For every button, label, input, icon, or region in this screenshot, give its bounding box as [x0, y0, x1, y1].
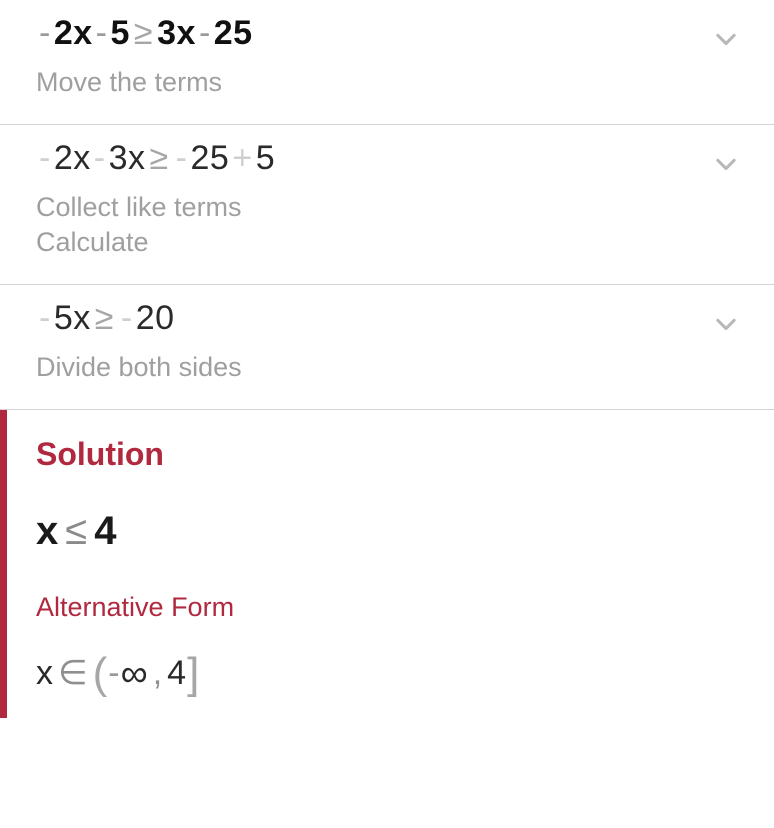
minus-sign: - — [196, 14, 214, 52]
minus-sign: - — [91, 139, 109, 177]
alt-var: x — [36, 654, 54, 692]
var-x: x — [128, 139, 146, 177]
open-paren: ( — [93, 649, 109, 698]
coeff: 3 — [109, 139, 128, 177]
expand-step-button[interactable] — [712, 151, 740, 179]
step-row: -5x≥-20 Divide both sides — [0, 285, 774, 410]
step-equation: -2x-3x≥-25+5 — [36, 139, 738, 178]
chevron-down-icon — [712, 311, 740, 339]
neg-sign: - — [36, 14, 54, 52]
solution-var: x — [36, 509, 59, 553]
comma: , — [149, 654, 167, 692]
coeff: 3 — [157, 14, 176, 52]
const: 25 — [191, 139, 230, 177]
expand-step-button[interactable] — [712, 311, 740, 339]
solution-answer: x≤4 — [36, 509, 738, 554]
neg-sign: - — [36, 139, 54, 177]
alternative-form-expression: x∈(-∞,4] — [36, 651, 738, 694]
solution-heading: Solution — [36, 436, 738, 473]
coeff: 5 — [54, 299, 73, 337]
le-sign: ≤ — [59, 509, 94, 553]
neg-sign: - — [118, 299, 136, 337]
solution-block: Solution x≤4 Alternative Form x∈(-∞,4] — [0, 410, 774, 718]
const: 5 — [256, 139, 275, 177]
step-description: Move the terms — [36, 65, 738, 100]
chevron-down-icon — [712, 26, 740, 54]
alternative-form-heading: Alternative Form — [36, 592, 738, 623]
step-equation: -5x≥-20 — [36, 299, 738, 338]
coeff: 2 — [54, 139, 73, 177]
step-row: -2x-5≥3x-25 Move the terms — [0, 0, 774, 125]
ge-sign: ≥ — [130, 14, 157, 52]
step-description: Collect like terms — [36, 190, 738, 225]
neg-sign: - — [173, 139, 191, 177]
var-x: x — [73, 299, 91, 337]
element-of-sign: ∈ — [54, 654, 93, 692]
expand-step-button[interactable] — [712, 26, 740, 54]
step-description: Divide both sides — [36, 350, 738, 385]
plus-sign: + — [229, 139, 255, 177]
minus-sign: - — [93, 14, 111, 52]
step-description: Calculate — [36, 225, 738, 260]
const: 25 — [214, 14, 253, 52]
chevron-down-icon — [712, 151, 740, 179]
step-equation: -2x-5≥3x-25 — [36, 14, 738, 53]
coeff: 2 — [54, 14, 73, 52]
infinity-sign: ∞ — [121, 653, 149, 695]
neg-sign: - — [36, 299, 54, 337]
var-x: x — [73, 139, 91, 177]
alt-value: 4 — [167, 654, 187, 692]
var-x: x — [177, 14, 196, 52]
var-x: x — [73, 14, 92, 52]
ge-sign: ≥ — [146, 139, 173, 177]
math-steps-container: -2x-5≥3x-25 Move the terms -2x-3x≥-25+5 … — [0, 0, 774, 718]
const: 20 — [136, 299, 175, 337]
neg-sign: - — [108, 654, 120, 692]
close-bracket: ] — [187, 649, 200, 698]
ge-sign: ≥ — [91, 299, 118, 337]
const: 5 — [111, 14, 130, 52]
solution-value: 4 — [94, 509, 117, 553]
step-row: -2x-3x≥-25+5 Collect like terms Calculat… — [0, 125, 774, 285]
